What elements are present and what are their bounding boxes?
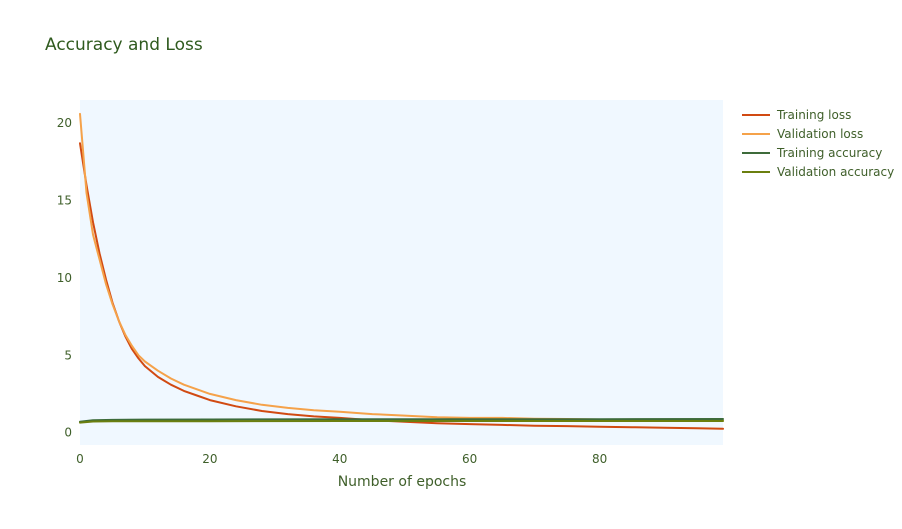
legend-label: Validation accuracy xyxy=(777,165,894,179)
legend-label: Training accuracy xyxy=(776,146,882,160)
y-tick-label: 0 xyxy=(64,426,72,440)
plot-area xyxy=(80,100,723,445)
x-tick-label: 20 xyxy=(202,452,217,466)
y-tick-label: 15 xyxy=(57,194,72,208)
legend-label: Validation loss xyxy=(777,127,863,141)
x-axis: 0 20 40 60 80 xyxy=(76,452,607,466)
chart-title: Accuracy and Loss xyxy=(45,35,203,55)
series-layer xyxy=(79,112,724,430)
y-tick-label: 10 xyxy=(57,271,72,285)
x-axis-title: Number of epochs xyxy=(338,474,467,490)
x-tick-label: 80 xyxy=(592,452,607,466)
x-tick-label: 60 xyxy=(462,452,477,466)
series-line-2 xyxy=(79,418,724,423)
y-axis: 0 5 10 15 20 xyxy=(57,116,72,439)
legend: Training loss Validation loss Training acc… xyxy=(742,108,894,179)
series-line-3 xyxy=(79,420,724,424)
y-tick-label: 20 xyxy=(57,116,72,130)
x-tick-label: 0 xyxy=(76,452,84,466)
legend-label: Training loss xyxy=(776,108,851,122)
y-tick-label: 5 xyxy=(64,348,72,362)
x-tick-label: 40 xyxy=(332,452,347,466)
